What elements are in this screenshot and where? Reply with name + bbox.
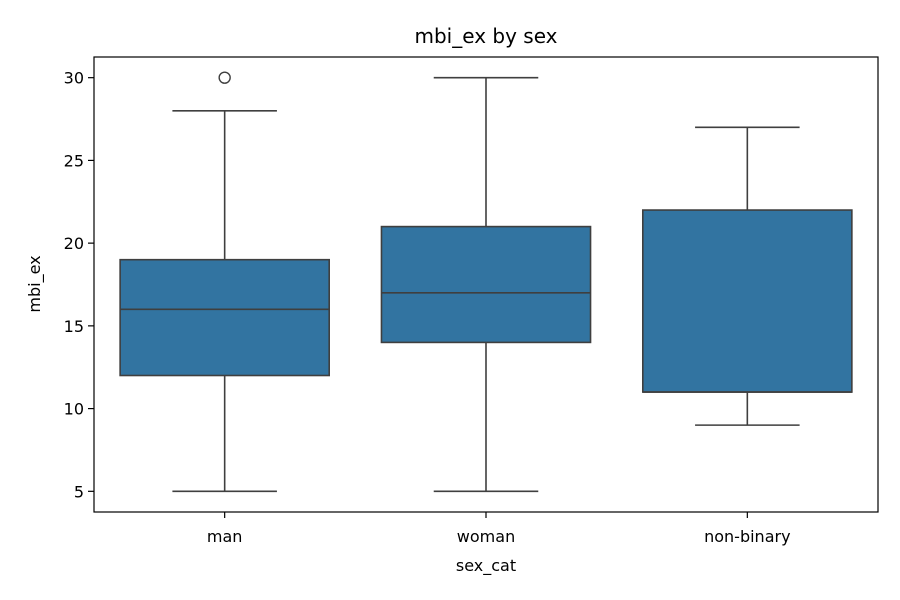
y-tick-label: 10 [64,400,84,419]
x-axis-label: sex_cat [456,556,516,576]
box-non-binary [641,126,853,426]
x-tick-label: man [207,527,243,546]
y-axis-label: mbi_ex [25,255,45,312]
y-tick-label: 20 [64,234,84,253]
iqr-box [641,209,853,393]
x-tick-label: non-binary [704,527,790,546]
y-axis-ticks: 5 10 15 20 25 30 [64,69,94,501]
chart-title: mbi_ex by sex [415,24,558,48]
iqr-box [380,225,592,344]
outlier-point [218,71,231,84]
box-man [119,71,330,493]
x-tick-label: woman [457,527,515,546]
box-woman [380,76,592,493]
y-tick-label: 25 [64,151,84,170]
y-tick-label: 5 [74,482,84,501]
boxes-layer [119,71,853,493]
x-axis-ticks: man woman non-binary [207,512,791,546]
y-tick-label: 30 [64,69,84,88]
y-tick-label: 15 [64,317,84,336]
iqr-box [119,258,330,377]
